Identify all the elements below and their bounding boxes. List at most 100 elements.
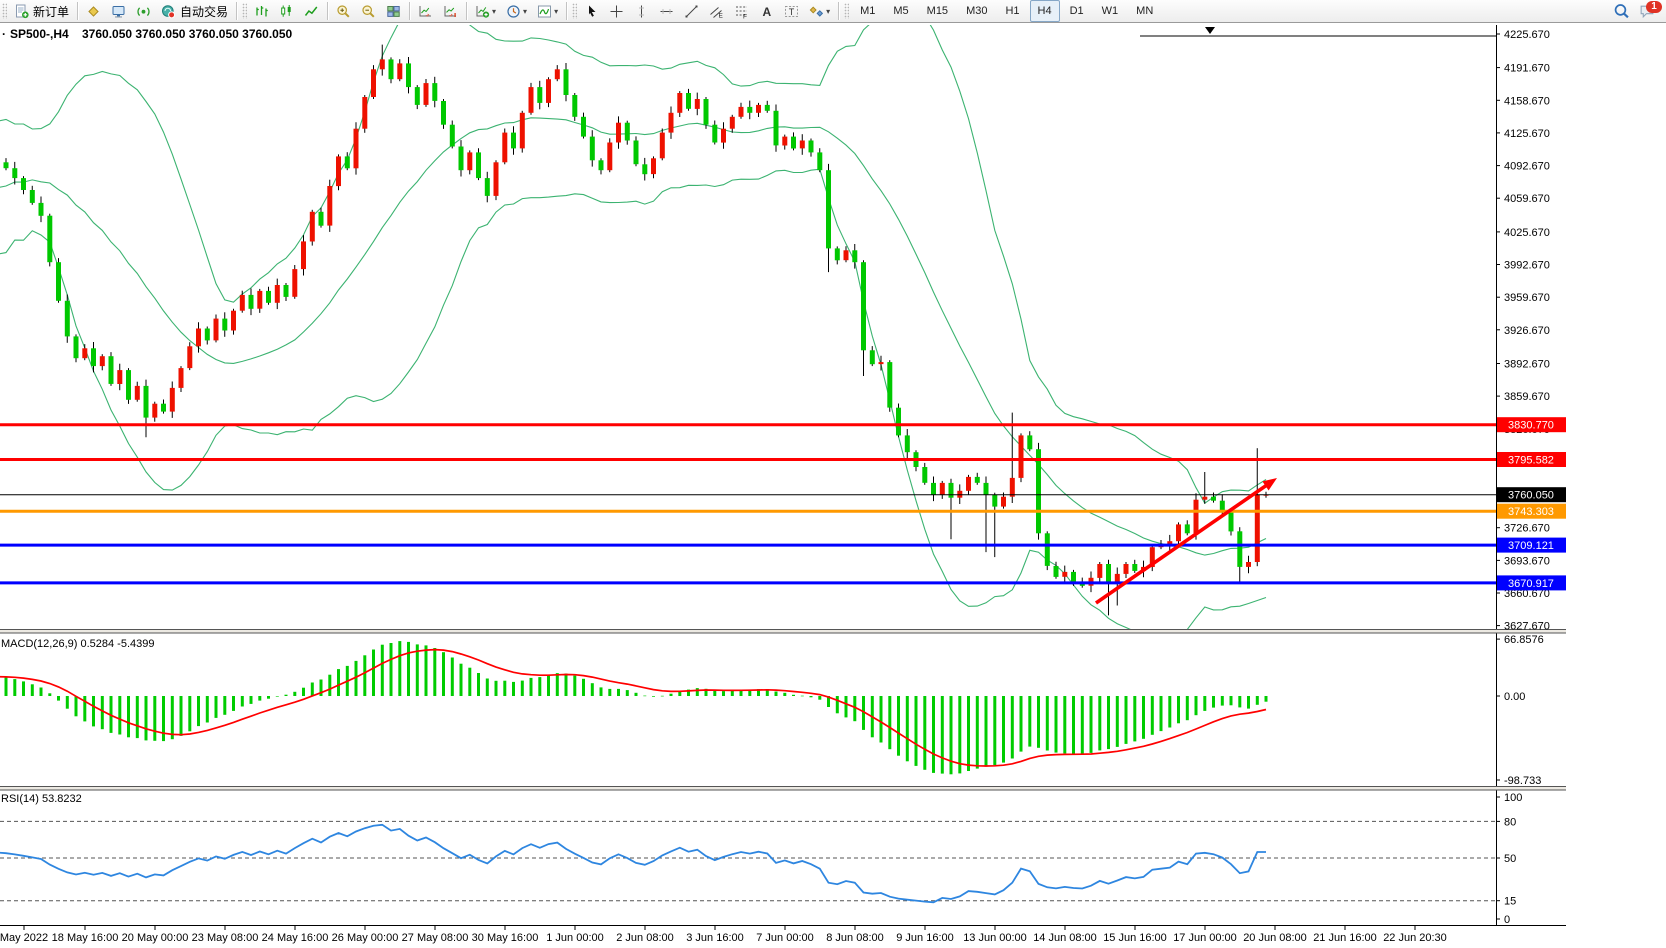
indicators-button[interactable]: ▾	[533, 0, 562, 22]
trend-arrow-line[interactable]	[1094, 479, 1274, 605]
channel-icon: E	[710, 6, 724, 19]
candle-bear	[283, 285, 289, 297]
terminal-button[interactable]	[107, 0, 130, 22]
macd-histogram-bar	[1045, 696, 1049, 751]
tile-windows-button[interactable]	[382, 0, 405, 22]
search-button[interactable]	[1609, 0, 1633, 22]
dropdown-caret-icon[interactable]: ▾	[492, 6, 497, 16]
toolbar-grip[interactable]	[242, 3, 248, 19]
time-tick-label: 15 Jun 16:00	[1103, 932, 1167, 944]
macd-histogram-bar	[1168, 696, 1172, 728]
timeframe-m15[interactable]: M15	[919, 0, 956, 22]
market-depth-button[interactable]	[132, 0, 155, 22]
periods-button[interactable]: ▾	[502, 0, 531, 22]
panel-separator-rsi[interactable]	[0, 786, 1566, 791]
macd-histogram-bar	[617, 688, 620, 696]
bar-chart-button[interactable]	[250, 0, 273, 22]
crosshair-button[interactable]	[605, 0, 628, 22]
dropdown-caret-icon[interactable]: ▾	[523, 6, 528, 16]
candle-bear	[1071, 571, 1076, 582]
chart-background	[0, 23, 1666, 948]
macd-histogram-bar	[862, 696, 865, 730]
timeframe-w1[interactable]: W1	[1094, 0, 1127, 22]
arrows-button[interactable]: ▾	[805, 0, 834, 22]
chart-shift-icon	[444, 5, 457, 17]
candle-bear	[1184, 524, 1190, 534]
candle-bull	[843, 250, 849, 261]
equidistant-channel-button[interactable]: E	[705, 0, 728, 22]
horizontal-line-button[interactable]	[655, 0, 678, 22]
macd-histogram-bar	[127, 696, 130, 738]
macd-histogram-bar	[48, 693, 52, 696]
candle-bear	[91, 348, 96, 367]
zoom-out-button[interactable]	[357, 0, 380, 22]
vertical-line-button[interactable]	[630, 0, 653, 22]
auto-scroll-button[interactable]	[414, 0, 437, 22]
auto-trading-button[interactable]: 自动交易	[157, 0, 232, 22]
toolbar-grip[interactable]	[2, 3, 7, 19]
chart-shift-button[interactable]	[439, 0, 462, 22]
macd-histogram-bar	[809, 696, 813, 698]
candle-bear	[581, 116, 586, 137]
search-icon	[1614, 4, 1629, 19]
timeframe-m1[interactable]: M1	[852, 0, 883, 22]
candle-bull	[782, 136, 788, 146]
price-tick-label: 4092.670	[1504, 161, 1550, 173]
timeframe-m5[interactable]: M5	[885, 0, 916, 22]
macd-histogram-bar	[302, 687, 305, 696]
toolbar-separator	[566, 2, 568, 20]
candle-bull	[729, 116, 735, 129]
timeframe-mn[interactable]: MN	[1128, 0, 1161, 22]
zoom-in-button[interactable]	[332, 0, 355, 22]
toolbar-grip[interactable]	[844, 3, 850, 19]
clock-icon	[507, 4, 520, 18]
timeframe-m1-label: M1	[860, 5, 876, 17]
text-label-button[interactable]: T	[780, 0, 803, 22]
macd-histogram-bar	[1220, 696, 1224, 706]
macd-histogram-bar	[407, 641, 410, 696]
macd-histogram-bar	[503, 680, 507, 696]
macd-histogram-bar	[984, 696, 988, 767]
trendline-button[interactable]	[680, 0, 703, 22]
dropdown-caret-icon[interactable]: ▾	[826, 6, 831, 16]
new-template-icon	[476, 5, 490, 18]
text-button[interactable]: A	[755, 0, 778, 22]
metaeditor-button[interactable]	[82, 0, 105, 22]
line-chart-button[interactable]	[300, 0, 323, 22]
candle-bull	[371, 69, 376, 97]
candlestick-chart-button[interactable]	[275, 0, 298, 22]
candle-bear	[126, 370, 131, 400]
macd-histogram-bar	[1115, 696, 1119, 747]
new-order-button[interactable]: 新订单	[10, 0, 73, 22]
timeframe-d1[interactable]: D1	[1062, 0, 1092, 22]
macd-histogram-bar	[459, 663, 463, 696]
time-tick-label: 23 May 08:00	[192, 932, 259, 944]
toolbar-grip[interactable]	[572, 3, 578, 19]
candle-bull	[213, 318, 219, 341]
candle-bull	[134, 385, 140, 400]
notifications-button[interactable]: 1	[1635, 0, 1662, 22]
panel-separator-macd[interactable]	[0, 629, 1566, 634]
candle-bull	[239, 294, 245, 311]
macd-histogram-bar	[4, 677, 8, 696]
macd-histogram-bar	[1177, 696, 1180, 724]
cursor-button[interactable]	[580, 0, 603, 22]
candle-bull	[1123, 564, 1129, 574]
new-chart-button[interactable]: ▾	[471, 0, 500, 22]
timeframe-h4[interactable]: H4	[1029, 0, 1060, 22]
timeframe-m30[interactable]: M30	[958, 0, 995, 22]
macd-histogram-bar	[319, 679, 323, 696]
macd-histogram-bar	[687, 689, 690, 696]
timeframe-h1[interactable]: H1	[997, 0, 1027, 22]
new-order-icon	[16, 4, 29, 18]
fibonacci-button[interactable]: F	[730, 0, 753, 22]
chart-shift-marker[interactable]	[1205, 27, 1215, 34]
price-tick-label: 3892.670	[1504, 359, 1550, 371]
price-flag-label: 3743.303	[1508, 506, 1554, 518]
dropdown-caret-icon[interactable]: ▾	[554, 6, 559, 16]
trend-arrow-head[interactable]	[1262, 478, 1277, 491]
price-tick-label: 4125.670	[1504, 128, 1550, 140]
macd-histogram-bar	[1028, 696, 1032, 747]
candle-bear	[432, 83, 438, 101]
